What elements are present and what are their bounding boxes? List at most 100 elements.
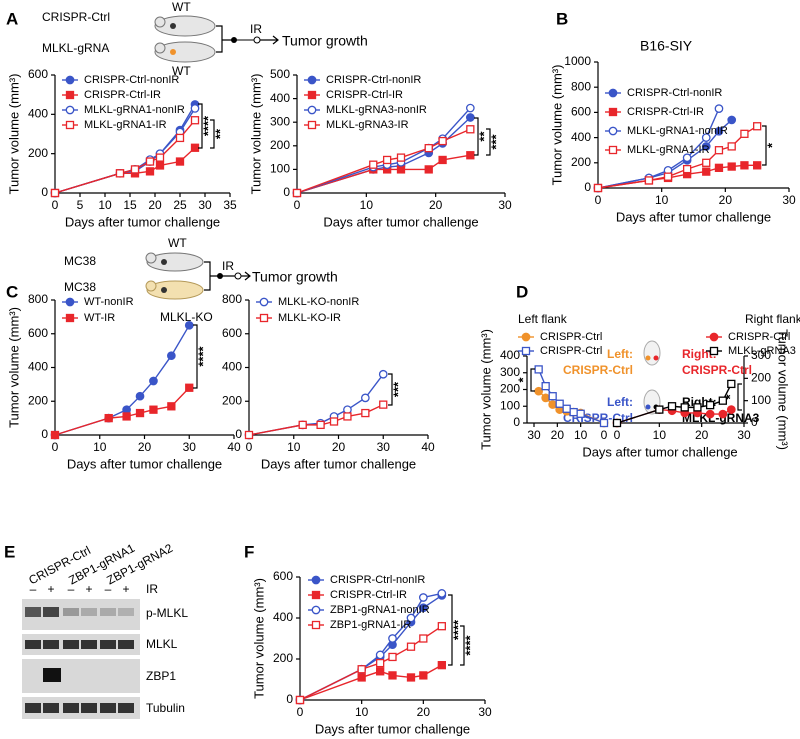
x-tick-label: 0	[294, 198, 301, 212]
mouse-icon	[146, 280, 204, 300]
x-tick-label: 30	[527, 428, 541, 442]
y-tick-label: 300	[500, 365, 520, 379]
legend-marker	[521, 332, 531, 342]
data-point	[190, 116, 200, 125]
tumor-dot	[170, 49, 176, 55]
data-point	[292, 188, 302, 198]
legend-label: CRISPR-Ctrl-IR	[326, 89, 403, 101]
x-tick-label: 15	[123, 198, 137, 212]
legend-marker	[311, 620, 321, 630]
y-tick-label: 0	[235, 427, 242, 441]
significance-label: ****	[450, 619, 465, 640]
data-point	[438, 136, 447, 146]
panel-label: A	[6, 9, 18, 28]
x-tick-label: 0	[52, 440, 59, 454]
data-point	[329, 417, 339, 426]
y-axis-label: Tumor volume (mm³)	[549, 65, 564, 186]
data-point	[379, 400, 388, 409]
data-point	[419, 671, 428, 680]
data-point	[382, 155, 392, 165]
x-tick-label: 30	[198, 198, 212, 212]
data-point	[190, 143, 200, 152]
treatment-sign: +	[122, 582, 129, 596]
x-tick-label: 30	[782, 193, 796, 207]
y-axis-label: Tumor volume (mm³)	[248, 74, 263, 195]
data-point	[562, 404, 571, 413]
x-tick-label: 10	[360, 198, 374, 212]
x-axis-label: Days after tumor challenge	[67, 456, 222, 471]
x-tick-label: 0	[297, 705, 304, 719]
treatment-sign: +	[47, 582, 54, 596]
mouse-icon	[145, 280, 157, 292]
significance-bracket	[448, 594, 453, 666]
y-tick-label: 400	[571, 130, 591, 144]
data-point	[145, 167, 155, 176]
data-point	[418, 593, 428, 602]
data-point	[682, 164, 692, 174]
significance-bracket	[460, 625, 465, 666]
y-tick-label: 800	[222, 292, 242, 306]
y-tick-label: 300	[270, 114, 290, 128]
tumor-dot	[161, 287, 167, 293]
series-line	[54, 119, 196, 194]
y2-axis-label: Tumor volume (mm³)	[776, 329, 791, 450]
series-line	[54, 104, 196, 194]
y-tick-label: 400	[28, 107, 48, 121]
mouse-icon	[146, 252, 204, 272]
x-tick-label: 0	[595, 193, 602, 207]
panel-label: C	[6, 282, 18, 301]
x-axis-label: Days after tumor challenge	[65, 214, 220, 229]
data-point	[369, 160, 378, 169]
legend-label: MLKL-gRNA3	[728, 345, 796, 357]
legend-label: CRISPR-Ctrl-nonIR	[330, 574, 425, 586]
treatment-label: IR	[146, 582, 158, 596]
data-point	[378, 369, 388, 379]
data-point	[175, 157, 185, 166]
significance-label: ***	[488, 133, 503, 149]
legend-label: MLKL-gRNA1-nonIR	[627, 125, 728, 137]
bands	[25, 607, 134, 713]
data-point	[130, 165, 140, 174]
data-point	[576, 409, 585, 418]
significance-label: **	[476, 131, 491, 142]
series-line	[299, 664, 443, 701]
legend-marker	[709, 332, 719, 342]
x-tick-label: 30	[377, 440, 391, 454]
legend-title: Left flank	[518, 312, 568, 326]
data-point	[727, 142, 736, 151]
treatment-sign: –	[30, 582, 37, 596]
treatment-sign: –	[68, 582, 75, 596]
significance-bracket	[530, 368, 535, 392]
data-point	[343, 405, 352, 415]
x-tick-label: 25	[173, 198, 187, 212]
row-label: ZBP1	[146, 669, 176, 683]
legend-label: CRISPR-Ctrl	[540, 345, 602, 357]
x-tick-label: 20	[332, 440, 346, 454]
x-tick-label: 20	[429, 198, 443, 212]
legend-marker	[307, 90, 317, 100]
y-tick-label: 200	[571, 155, 591, 169]
diagram-a: CRISPR-Ctrl MLKL-gRNA WT WT IR Tumor gro…	[42, 0, 368, 78]
data-point	[655, 405, 664, 414]
data-point	[167, 351, 176, 361]
y-tick-label: 200	[28, 146, 48, 160]
y-tick-label: 0	[283, 185, 290, 199]
legend-label: MLKL-KO-nonIR	[278, 296, 359, 308]
x-axis-label: Days after tumor challenge	[582, 444, 737, 459]
mouse-icon	[154, 41, 216, 63]
data-point	[298, 420, 307, 430]
data-point	[175, 133, 185, 143]
data-point	[599, 418, 609, 428]
tumor-dot	[645, 404, 651, 410]
data-point	[705, 400, 715, 410]
legend-label: CRISPR-Ctrl-nonIR	[326, 74, 421, 86]
data-point	[388, 652, 397, 662]
x-axis-label: Days after tumor challenge	[261, 456, 416, 471]
y-tick-label: 400	[270, 91, 290, 105]
x-tick-label: 30	[478, 705, 492, 719]
legend-marker	[65, 90, 75, 100]
data-point	[244, 430, 254, 440]
tumor-dot	[653, 355, 659, 361]
mouse-icon	[154, 42, 166, 54]
x-tick-label: 5	[77, 198, 84, 212]
